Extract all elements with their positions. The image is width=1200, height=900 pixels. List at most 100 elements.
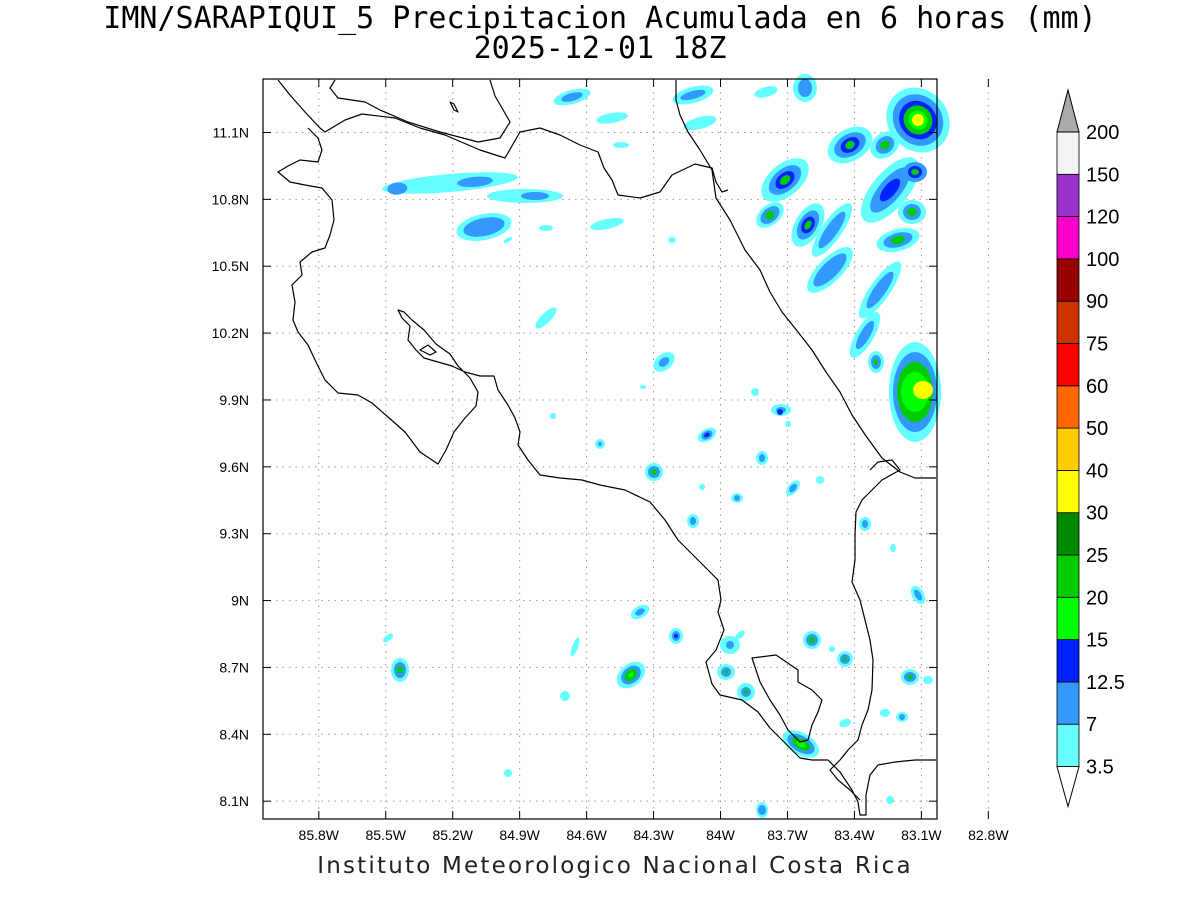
precip-cell (816, 476, 824, 484)
precip-cell (613, 142, 629, 148)
precip-cell (849, 312, 881, 358)
colorbar-label: 7 (1086, 714, 1097, 736)
colorbar-label: 3.5 (1086, 757, 1114, 779)
precip-cell (880, 709, 890, 717)
colorbar-lower-triangle (1056, 766, 1080, 809)
precip-cell (616, 661, 646, 689)
colorbar-swatch (1056, 681, 1080, 725)
precip-cell (697, 427, 717, 443)
precip-cell (668, 237, 676, 243)
colorbar-swatch (1056, 596, 1080, 640)
precip-cell (837, 651, 853, 667)
y-tick-label: 10.5N (212, 258, 249, 274)
colorbar: 3.5 7 12.5 15 20 25 30 40 50 60 75 90 100 120 150 200 (1056, 88, 1125, 809)
precip-cell (687, 514, 699, 528)
precip-cell (777, 409, 783, 415)
precip-cell (570, 637, 580, 657)
precip-cell (785, 421, 791, 427)
precip-cell (550, 413, 556, 419)
y-tick-label: 8.7N (219, 659, 249, 675)
precip-cell (890, 544, 896, 552)
precip-cell (553, 88, 591, 106)
precip-cell (859, 517, 871, 531)
colorbar-upper-triangle (1056, 88, 1080, 133)
precip-cell (503, 236, 513, 244)
precip-cell (653, 352, 675, 372)
precip-cell (889, 342, 941, 442)
chart-title: IMN/SARAPIQUI_5 Precipitacion Acumulada … (103, 1, 1097, 36)
x-tick-label: 82.8W (968, 827, 1009, 843)
precip-cell (786, 480, 800, 496)
precip-cell (807, 247, 853, 293)
precip-cell (756, 802, 768, 818)
precip-cell (630, 604, 650, 620)
precip-cell (898, 200, 926, 224)
y-tick-label: 10.2N (212, 325, 249, 341)
y-tick-label: 9.9N (219, 392, 249, 408)
precip-cell (504, 769, 512, 777)
colorbar-swatch (1056, 258, 1080, 302)
precip-cell (735, 630, 745, 640)
precip-cell (383, 633, 393, 643)
colorbar-swatch (1056, 216, 1080, 260)
precip-cell (839, 718, 851, 728)
coastlines (277, 79, 936, 816)
colorbar-label: 15 (1086, 630, 1108, 652)
colorbar-swatch (1056, 469, 1080, 514)
x-tick-label: 83.7W (767, 827, 808, 843)
colorbar-label: 75 (1086, 334, 1108, 356)
colorbar-label: 12.5 (1086, 672, 1125, 694)
y-tick-label: 9.3N (219, 526, 249, 542)
nicaragua-border-north (277, 79, 729, 199)
ometepe-island (449, 101, 459, 113)
precip-cell (456, 213, 512, 241)
precip-cell (595, 439, 605, 449)
precip-cell (535, 307, 557, 329)
precip-cell (754, 86, 778, 98)
x-tick-label: 83.1W (901, 827, 942, 843)
colorbar-label: 60 (1086, 376, 1108, 398)
colorbar-label: 200 (1086, 122, 1119, 144)
footer-credit: Instituto Meteorologico Nacional Costa R… (317, 853, 913, 879)
colorbar-swatch (1056, 554, 1080, 598)
precip-cell (751, 388, 759, 396)
precip-cell (672, 85, 714, 105)
colorbar-label: 90 (1086, 291, 1108, 313)
precip-cell (645, 463, 663, 481)
precip-cell (886, 87, 950, 153)
y-tick-label: 8.4N (219, 726, 249, 742)
x-tick-label: 84.6W (566, 827, 607, 843)
precip-cell (699, 484, 705, 490)
precip-cell (596, 112, 628, 124)
x-tick-label: 83.4W (834, 827, 875, 843)
panama-border (829, 459, 901, 801)
precip-cell (791, 203, 825, 247)
precip-cell (756, 202, 784, 228)
precip-cell (923, 676, 933, 684)
precip-cell (590, 217, 624, 231)
x-tick-label: 85.5W (366, 827, 407, 843)
precip-cell (868, 351, 884, 373)
colorbar-label: 40 (1086, 460, 1108, 482)
y-tick-label: 10.8N (212, 191, 249, 207)
y-tick-label: 8.1N (219, 793, 249, 809)
colorbar-label: 25 (1086, 545, 1108, 567)
map-frame (262, 78, 938, 820)
colorbar-swatch (1056, 639, 1080, 683)
colorbar-swatch (1056, 173, 1080, 218)
precip-cell (761, 158, 809, 202)
precip-cell (903, 162, 927, 182)
x-tick-label: 85.2W (432, 827, 473, 843)
caribbean-coast (675, 80, 936, 479)
colorbar-label: 20 (1086, 587, 1108, 609)
golfo-nicoya-inner (419, 344, 437, 356)
x-tick-label: 84.3W (633, 827, 674, 843)
precip-cell (827, 126, 873, 164)
precipitation-field (382, 74, 950, 818)
precip-cell (720, 636, 740, 654)
precip-cell (896, 712, 908, 722)
colorbar-label: 100 (1086, 249, 1119, 271)
pacific-coast (277, 127, 936, 816)
colorbar-swatch (1056, 343, 1080, 387)
colorbar-label: 50 (1086, 418, 1108, 440)
